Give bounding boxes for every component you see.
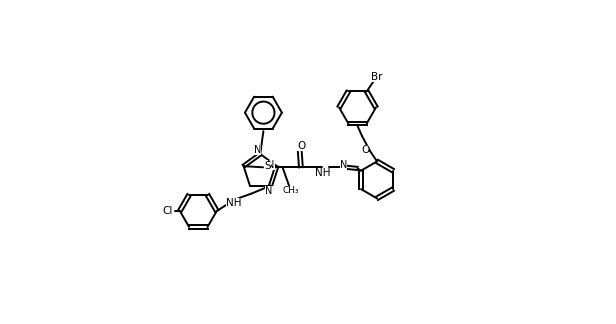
Text: NH: NH — [225, 198, 241, 208]
Text: CH₃: CH₃ — [283, 186, 299, 195]
Text: N: N — [265, 186, 273, 196]
Text: Br: Br — [371, 72, 383, 82]
Text: O: O — [361, 145, 370, 155]
Text: N: N — [340, 160, 347, 170]
Text: Cl: Cl — [163, 206, 173, 216]
Text: N: N — [267, 159, 275, 169]
Text: S: S — [264, 161, 270, 171]
Text: N: N — [254, 145, 261, 155]
Text: NH: NH — [315, 168, 331, 178]
Text: O: O — [297, 141, 306, 151]
